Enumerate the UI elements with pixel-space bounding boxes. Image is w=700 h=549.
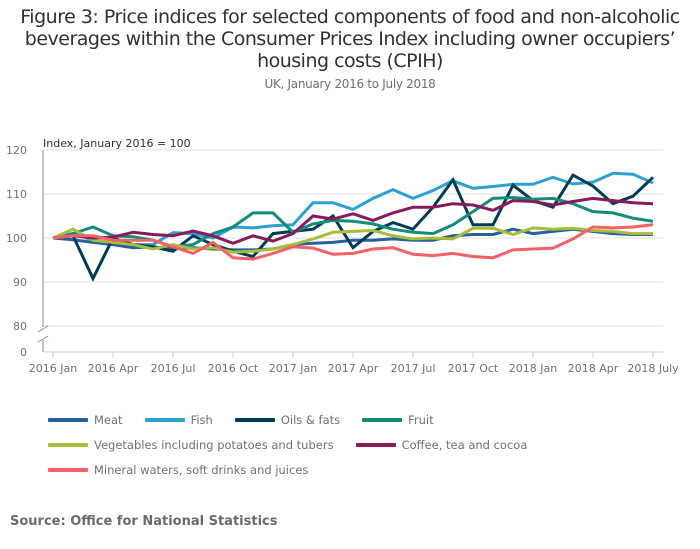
series-line-oils-fats	[52, 173, 655, 282]
legend-row: Meat Fish Oils & fats Fruit	[48, 407, 688, 432]
legend-item[interactable]: Oils & fats	[234, 412, 341, 427]
series-line-vegetables-including-potatoes-and-tubers	[52, 226, 653, 254]
y-axis-label: Index, January 2016 = 100	[43, 137, 191, 150]
legend-item[interactable]: Coffee, tea and cocoa	[355, 437, 528, 452]
series-line-fish	[52, 171, 654, 247]
legend-label: Vegetables including potatoes and tubers	[94, 437, 334, 452]
legend-item[interactable]: Fish	[144, 412, 213, 427]
legend-label: Meat	[94, 412, 123, 427]
legend-swatch	[362, 417, 403, 422]
source-note: Source: Office for National Statistics	[10, 514, 278, 529]
legend-item[interactable]: Meat	[48, 413, 123, 427]
x-axis-ticks: 2016 Jan 2016 Apr 2016 Jul 2016 Oct 2017 Jan…	[29, 352, 679, 375]
legend-label: Coffee, tea and cocoa	[401, 437, 528, 452]
legend-row: Mineral waters, soft drinks and juices	[48, 457, 688, 482]
chart-title: Figure 3: Price indices for selected com…	[20, 6, 680, 72]
y-tick-label: 100	[6, 232, 27, 245]
y-tick-label: 110	[6, 188, 27, 201]
legend-swatch	[48, 417, 88, 422]
legend-item[interactable]: Mineral waters, soft drinks and juices	[48, 463, 308, 477]
series-lines	[52, 171, 655, 282]
chart-subtitle: UK, January 2016 to July 2018	[264, 77, 436, 91]
legend-item[interactable]: Fruit	[362, 413, 434, 427]
y-tick-label: 80	[13, 320, 27, 333]
legend-item[interactable]: Vegetables including potatoes and tubers	[48, 438, 334, 452]
legend-row: Vegetables including potatoes and tubers…	[48, 432, 688, 457]
x-tick-label: 2018 July	[627, 362, 679, 375]
y-tick-label: 90	[13, 276, 27, 289]
axis-break-icon	[37, 325, 49, 343]
x-tick-label: 2018 Apr	[568, 362, 619, 375]
legend-label: Mineral waters, soft drinks and juices	[94, 462, 309, 477]
legend-swatch	[234, 417, 275, 422]
legend-swatch	[48, 467, 88, 472]
x-tick-label: 2016 Jan	[29, 362, 77, 375]
x-tick-label: 2017 Jul	[391, 362, 436, 375]
legend-label: Oils & fats	[280, 412, 341, 427]
x-tick-label: 2017 Jan	[269, 362, 317, 375]
legend-swatch	[144, 417, 185, 422]
legend-label: Fruit	[408, 412, 434, 427]
legend-swatch	[48, 442, 88, 447]
series-line-mineral-waters-soft-drinks-and-juices	[52, 223, 654, 261]
legend: Meat Fish Oils & fats Fruit Vegetables inclu…	[48, 407, 688, 482]
legend-label: Fish	[190, 412, 213, 427]
series-line-coffee-tea-and-cocoa	[52, 196, 654, 245]
legend-swatch	[355, 442, 396, 447]
y-tick-label: 120	[6, 144, 27, 157]
y-axis-ticks: 120 110 100 90 80 0	[6, 144, 27, 359]
x-tick-label: 2018 Jan	[509, 362, 557, 375]
x-tick-label: 2017 Oct	[448, 362, 499, 375]
x-tick-label: 2016 Oct	[208, 362, 259, 375]
x-tick-label: 2016 Jul	[151, 362, 196, 375]
x-tick-label: 2016 Apr	[88, 362, 139, 375]
y-tick-label: 0	[20, 346, 27, 359]
x-tick-label: 2017 Apr	[328, 362, 379, 375]
